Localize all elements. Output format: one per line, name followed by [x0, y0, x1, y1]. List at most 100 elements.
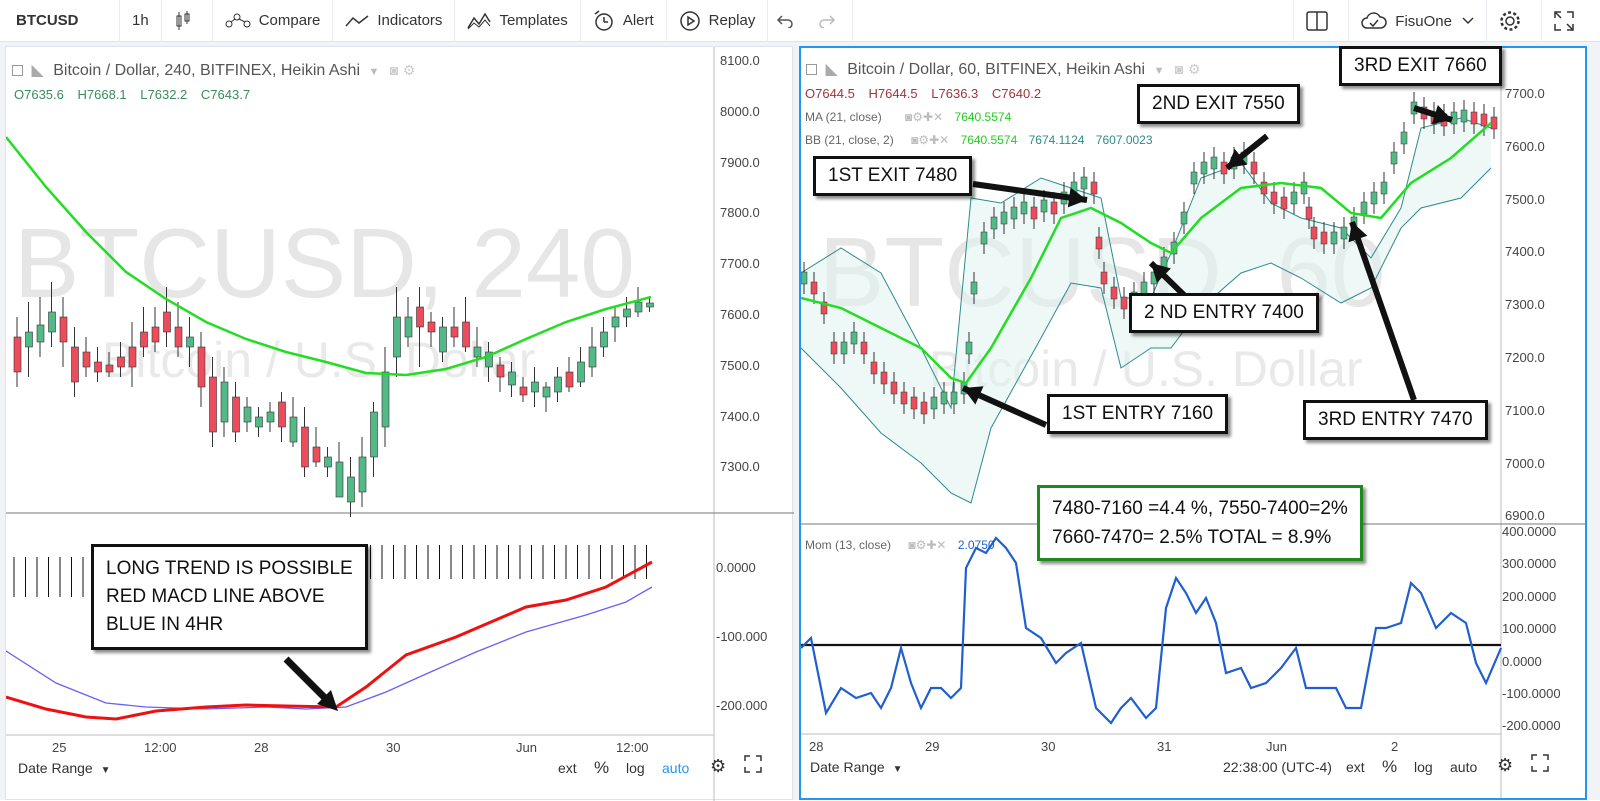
clock-time[interactable]: 22:38:00 (UTC-4) [1223, 759, 1332, 775]
alert-button[interactable]: Alert [581, 0, 667, 42]
left-chart-canvas[interactable]: BTCUSD, 240 Bitcoin / U.S. Dollar [6, 47, 794, 801]
fullscreen-button[interactable] [1541, 0, 1600, 42]
candle-body [393, 316, 401, 358]
collapse-icon[interactable] [806, 64, 817, 75]
indicator-controls-icon[interactable]: ◙⚙✚✕ [905, 110, 944, 124]
settings-icon[interactable]: ⚙ [402, 62, 416, 78]
right-chart-legend[interactable]: ◣ Bitcoin / Dollar, 60, BITFINEX, Heikin… [806, 59, 1200, 79]
replay-button[interactable]: Replay [667, 0, 769, 42]
compare-button[interactable]: Compare [213, 0, 334, 42]
momentum-tick-label: 100.0000 [1502, 621, 1557, 637]
layout-button[interactable] [1293, 0, 1348, 42]
candle-body [565, 371, 574, 388]
right-chart-pane[interactable]: BTCUSD, 60 Bitcoin / U.S. Dollar ◣ Bitco… [799, 46, 1587, 800]
candle-body [48, 311, 56, 333]
macd-tick-label: 0.0000 [716, 560, 756, 575]
left-watermark-symbol: BTCUSD, 240 [14, 208, 635, 318]
candle-body [1090, 181, 1098, 195]
chevron-down-icon[interactable]: ▼ [368, 66, 380, 78]
ma-indicator-legend[interactable]: MA (21, close) ◙⚙✚✕ 7640.5574 [805, 110, 1011, 124]
fullscreen-icon[interactable] [1531, 754, 1549, 775]
candle-body [1110, 286, 1118, 300]
candlestick-icon [176, 10, 190, 30]
indicators-label: Indicators [377, 12, 443, 29]
settings-icon[interactable]: ⚙ [1187, 61, 1201, 77]
candle-body [970, 281, 978, 295]
annotation-arrowhead [1067, 187, 1087, 208]
interval-button[interactable]: 1h [120, 0, 162, 42]
candle-body [588, 346, 597, 368]
fullscreen-icon[interactable] [744, 755, 762, 776]
second-entry-callout: 2 ND ENTRY 7400 [1129, 293, 1319, 333]
indicator-controls-icon[interactable]: ◙⚙✚✕ [908, 538, 947, 552]
candle-body [151, 326, 160, 343]
auto-toggle[interactable]: auto [1450, 759, 1478, 775]
visibility-icon[interactable]: ◙ [389, 62, 399, 78]
candle-body [1220, 161, 1228, 175]
annotation-arrowhead [1227, 148, 1248, 168]
candle-body [1400, 131, 1408, 145]
candle-body [623, 308, 631, 318]
candle-body [209, 376, 217, 433]
candle-body [1020, 201, 1028, 215]
top-toolbar: BTCUSD 1h Compare Indicators Templates A… [0, 0, 1600, 42]
log-toggle[interactable]: log [626, 760, 645, 776]
candle-body [232, 396, 240, 433]
momentum-line [801, 536, 1503, 725]
price-tick-label: 7200.0 [1505, 350, 1545, 365]
date-range-button[interactable]: Date Range ▼ [810, 759, 903, 775]
candle-body [301, 426, 309, 468]
candle-body [82, 351, 91, 368]
date-range-button[interactable]: Date Range ▼ [18, 760, 111, 776]
candle-body [1190, 171, 1198, 185]
chevron-down-icon: ▼ [100, 765, 111, 776]
gear-icon[interactable]: ⚙ [1497, 755, 1514, 775]
price-tick-label: 7400.0 [1505, 244, 1545, 260]
left-macd-line [6, 560, 653, 721]
log-toggle[interactable]: log [1414, 759, 1433, 775]
candle-body [25, 331, 33, 348]
visibility-icon[interactable]: ◙ [1174, 61, 1184, 77]
chevron-down-icon[interactable]: ▼ [1153, 65, 1165, 77]
account-button[interactable]: FisuOne [1348, 0, 1486, 42]
left-chart-legend[interactable]: ◣ Bitcoin / Dollar, 240, BITFINEX, Heiki… [12, 60, 415, 80]
indicator-controls-icon[interactable]: ◙⚙✚✕ [911, 133, 950, 147]
templates-button[interactable]: Templates [455, 0, 581, 42]
ext-toggle[interactable]: ext [558, 760, 577, 776]
third-entry-callout: 3RD ENTRY 7470 [1303, 400, 1488, 440]
redo-button[interactable] [810, 0, 854, 42]
settings-button[interactable] [1486, 0, 1541, 42]
symbol-search[interactable]: BTCUSD [0, 0, 120, 42]
ext-toggle[interactable]: ext [1346, 759, 1365, 775]
macd-tick-label: -200.000 [716, 698, 768, 713]
close-value: C7643.7 [200, 87, 251, 102]
candle-body [1305, 206, 1313, 220]
collapse-icon[interactable] [12, 65, 23, 76]
candle-body [289, 416, 298, 443]
candle-body [1180, 211, 1188, 225]
candle-body [243, 406, 252, 423]
gear-icon[interactable]: ⚙ [710, 756, 727, 776]
left-chart-pane[interactable]: BTCUSD, 240 Bitcoin / U.S. Dollar ◣ Bitc… [5, 46, 794, 801]
price-tick-label: 7300.0 [1505, 297, 1545, 313]
percent-toggle[interactable]: % [1382, 757, 1398, 776]
templates-icon [467, 12, 492, 29]
indicators-button[interactable]: Indicators [333, 0, 456, 42]
candle-body [117, 356, 125, 368]
mom-indicator-legend[interactable]: Mom (13, close) ◙⚙✚✕ 2.0750 [805, 538, 995, 552]
momentum-tick-label: -200.0000 [1502, 718, 1561, 734]
time-tick-label: 31 [1157, 739, 1172, 754]
price-tick-label: 7500.0 [720, 357, 760, 373]
chart-type-button[interactable] [162, 0, 213, 42]
gear-icon [1500, 11, 1520, 31]
undo-button[interactable] [768, 0, 810, 42]
bb-upper-value: 7674.1124 [1028, 133, 1085, 147]
percent-toggle[interactable]: % [594, 758, 610, 777]
candle-body [820, 301, 828, 315]
candle-body [404, 316, 413, 338]
bb-basis-value: 7640.5574 [960, 133, 1018, 147]
candle-body [900, 391, 908, 405]
auto-toggle[interactable]: auto [662, 760, 690, 776]
high-value: H7644.5 [868, 86, 918, 101]
bb-indicator-legend[interactable]: BB (21, close, 2) ◙⚙✚✕ 7640.5574 7674.11… [805, 133, 1153, 147]
